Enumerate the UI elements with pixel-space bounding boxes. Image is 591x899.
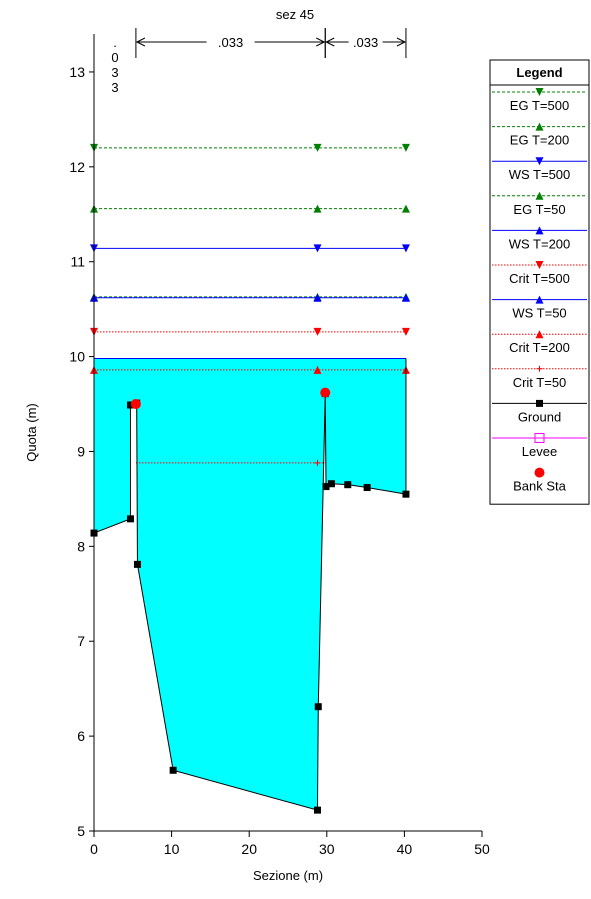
y-tick-label-8: 13 (69, 64, 85, 80)
legend-marker-5 (535, 261, 544, 269)
x-tick-label-0: 0 (90, 841, 98, 857)
manning-arrow-left-0 (135, 37, 146, 47)
legend-label-7: Crit T=200 (509, 340, 570, 355)
ground-point-5 (169, 766, 177, 774)
y-tick-label-0: 5 (77, 823, 85, 839)
ground-point-4 (133, 560, 141, 568)
x-tick-label-4: 40 (397, 841, 413, 857)
legend-title: Legend (516, 65, 562, 80)
manning-left-char-1: 0 (111, 50, 118, 65)
ground-point-9 (322, 483, 330, 491)
ground-point-7 (314, 703, 322, 711)
ground-point-10 (327, 480, 335, 488)
series-marker-1-1 (313, 204, 322, 213)
ground-point-13 (402, 490, 410, 498)
x-tick-label-5: 50 (474, 841, 490, 857)
y-tick-label-6: 11 (70, 254, 85, 270)
series-marker-2-2 (401, 244, 410, 253)
legend-label-1: EG T=200 (510, 133, 569, 148)
bank-station-1 (320, 387, 331, 398)
series-marker-0-2 (401, 143, 410, 152)
manning-left-char-2: 3 (111, 65, 118, 80)
legend-label-10: Levee (522, 444, 557, 459)
series-marker-5-2 (401, 327, 410, 336)
legend-marker-9 (536, 399, 543, 407)
ground-point-11 (344, 481, 352, 489)
legend-label-9: Ground (518, 409, 561, 424)
x-tick-label-1: 10 (164, 841, 180, 857)
ground-point-12 (363, 484, 371, 492)
ground-point-1 (126, 515, 134, 523)
legend-marker-4 (535, 226, 544, 235)
legend-label-3: EG T=50 (513, 202, 565, 217)
series-marker-7-1 (313, 365, 322, 374)
legend-marker-8 (536, 365, 543, 372)
ground-point-2 (126, 401, 134, 409)
legend-marker-2 (535, 157, 544, 166)
legend-marker-0 (535, 88, 544, 96)
x-tick-label-2: 20 (241, 841, 257, 857)
series-marker-2-1 (313, 244, 322, 253)
y-tick-label-2: 7 (77, 633, 85, 649)
manning-arrow-left-1 (325, 37, 335, 47)
legend-label-2: WS T=500 (509, 167, 571, 182)
legend-box (489, 59, 590, 505)
series-marker-4-1 (313, 293, 322, 302)
chart-title: sez 45 (276, 7, 314, 22)
legend-marker-11 (534, 467, 545, 478)
legend-marker-10 (534, 433, 545, 443)
legend-marker-3 (535, 191, 544, 200)
bank-station-0 (130, 399, 141, 410)
legend-label-11: Bank Sta (513, 479, 567, 494)
legend-label-6: WS T=50 (512, 306, 566, 321)
manning-arrow-right-1 (396, 37, 407, 47)
manning-left-char-0: . (113, 35, 117, 50)
manning-label-0: .033 (218, 35, 243, 50)
x-axis-title: Sezione (m) (253, 868, 323, 883)
y-tick-label-7: 12 (69, 159, 85, 175)
manning-label-1: .033 (353, 35, 378, 50)
legend-label-5: Crit T=500 (509, 271, 570, 286)
legend-marker-1 (535, 122, 544, 131)
manning-arrow-right-0 (316, 37, 326, 47)
series-marker-0-1 (313, 143, 322, 152)
legend-marker-6 (535, 295, 544, 304)
legend-label-4: WS T=200 (509, 236, 571, 251)
legend-label-8: Crit T=50 (513, 375, 567, 390)
series-marker-5-1 (313, 327, 322, 336)
y-tick-label-1: 6 (77, 728, 85, 744)
ground-point-6 (313, 806, 321, 814)
series-marker-4-2 (401, 293, 410, 302)
y-tick-label-4: 9 (77, 443, 85, 459)
y-axis-title: Quota (m) (24, 403, 39, 462)
x-tick-label-3: 30 (319, 841, 335, 857)
manning-left-char-3: 3 (111, 80, 118, 95)
legend-marker-7 (535, 330, 544, 339)
y-tick-label-5: 10 (69, 349, 85, 365)
legend-label-0: EG T=500 (510, 98, 569, 113)
series-marker-1-2 (401, 204, 410, 213)
y-tick-label-3: 8 (77, 538, 85, 554)
water-area (94, 358, 406, 811)
series-marker-8-0 (314, 459, 321, 466)
